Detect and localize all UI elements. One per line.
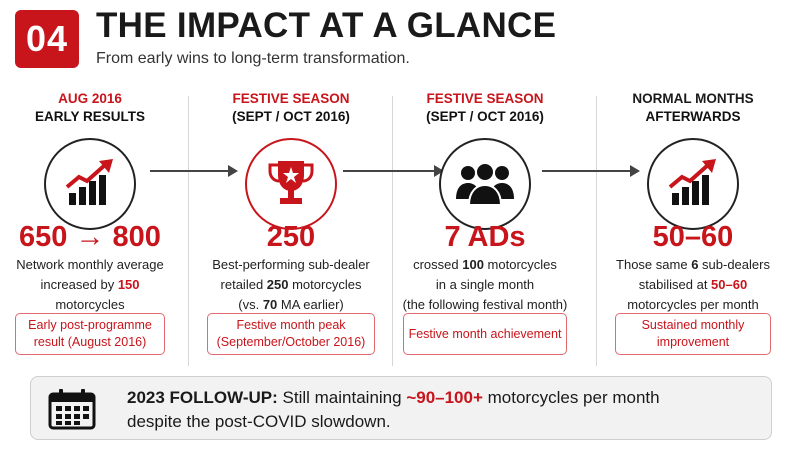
desc-line: (vs. 70 MA earlier) [238,297,344,312]
impact-column-festive-achievement: FESTIVE SEASON (SEPT / OCT 2016) 7 ADs c… [390,90,580,355]
impact-column-afterwards: NORMAL MONTHS AFTERWARDS 50–60 Those sam… [598,90,788,355]
flow-arrow [542,165,640,177]
desc-line: stabilised at 50–60 [638,277,748,292]
bar-chart-up-icon [65,159,113,205]
icon-circle [647,138,739,230]
page-title: THE IMPACT AT A GLANCE [96,6,557,45]
desc-line: Network monthly average [16,257,164,272]
impact-note-box: Festive month achievement [403,313,567,355]
follow-up-label: 2023 FOLLOW-UP: [127,388,278,407]
page-subtitle: From early wins to long-term transformat… [96,50,410,67]
impact-description: Those same 6 sub-dealers stabilised at 5… [598,255,788,315]
column-divider [392,96,393,366]
follow-up-text: 2023 FOLLOW-UP: Still maintaining ~90–10… [127,388,660,407]
column-date: AUG 2016 [58,91,122,106]
impact-description: crossed 100 motorcycles in a single mont… [390,255,580,315]
follow-up-text-line2: despite the post-COVID slowdown. [127,412,391,431]
icon-circle [44,138,136,230]
impact-note-box: Early post-programme result (August 2016) [15,313,165,355]
bar-chart-up-icon [668,159,716,205]
impact-description: Network monthly average increased by 150… [0,255,180,315]
column-heading: (SEPT / OCT 2016) [232,109,350,124]
impact-note-box: Festive month peak (September/October 201… [207,313,375,355]
calendar-icon [48,389,96,430]
column-date: FESTIVE SEASON [232,91,350,106]
impact-note-box: Sustained monthly improvement [615,313,771,355]
people-group-icon [456,162,514,206]
impact-description: Best-performing sub-dealer retailed 250 … [196,255,386,315]
column-date: NORMAL MONTHS [632,91,754,106]
trophy-icon [268,161,314,204]
desc-line: crossed 100 motorcycles [413,257,557,272]
section-number-badge: 04 [15,10,79,68]
impact-metric: 250 [266,221,316,253]
desc-line: (the following festival month) [402,297,568,312]
desc-line: Best-performing sub-dealer [212,257,370,272]
column-date: FESTIVE SEASON [426,91,544,106]
impact-metric: 50–60 [652,221,734,253]
column-divider [188,96,189,366]
flow-arrow [343,165,444,177]
column-heading: (SEPT / OCT 2016) [426,109,544,124]
desc-line: retailed 250 motorcycles [220,277,362,292]
column-heading: AFTERWARDS [645,109,741,124]
impact-metric: 7 ADs [444,221,526,253]
impact-column-early-results: AUG 2016 EARLY RESULTS 650 → 800 Network… [0,90,180,355]
desc-line: Those same 6 sub-dealers [616,257,770,272]
impact-column-festive-peak: FESTIVE SEASON (SEPT / OCT 2016) 250 Bes… [196,90,386,355]
impact-metric: 650 → 800 [19,221,161,253]
icon-circle [245,138,337,230]
icon-circle [439,138,531,230]
follow-up-highlight: ~90–100+ [406,388,483,407]
desc-line: in a single month [435,277,535,292]
desc-line: motorcycles per month [627,297,759,312]
column-divider [596,96,597,366]
column-heading: EARLY RESULTS [34,109,146,124]
flow-arrow [150,165,238,177]
follow-up-banner: 2023 FOLLOW-UP: Still maintaining ~90–10… [30,376,772,440]
desc-line: motorcycles [55,297,125,312]
desc-line: increased by 150 [40,277,140,292]
